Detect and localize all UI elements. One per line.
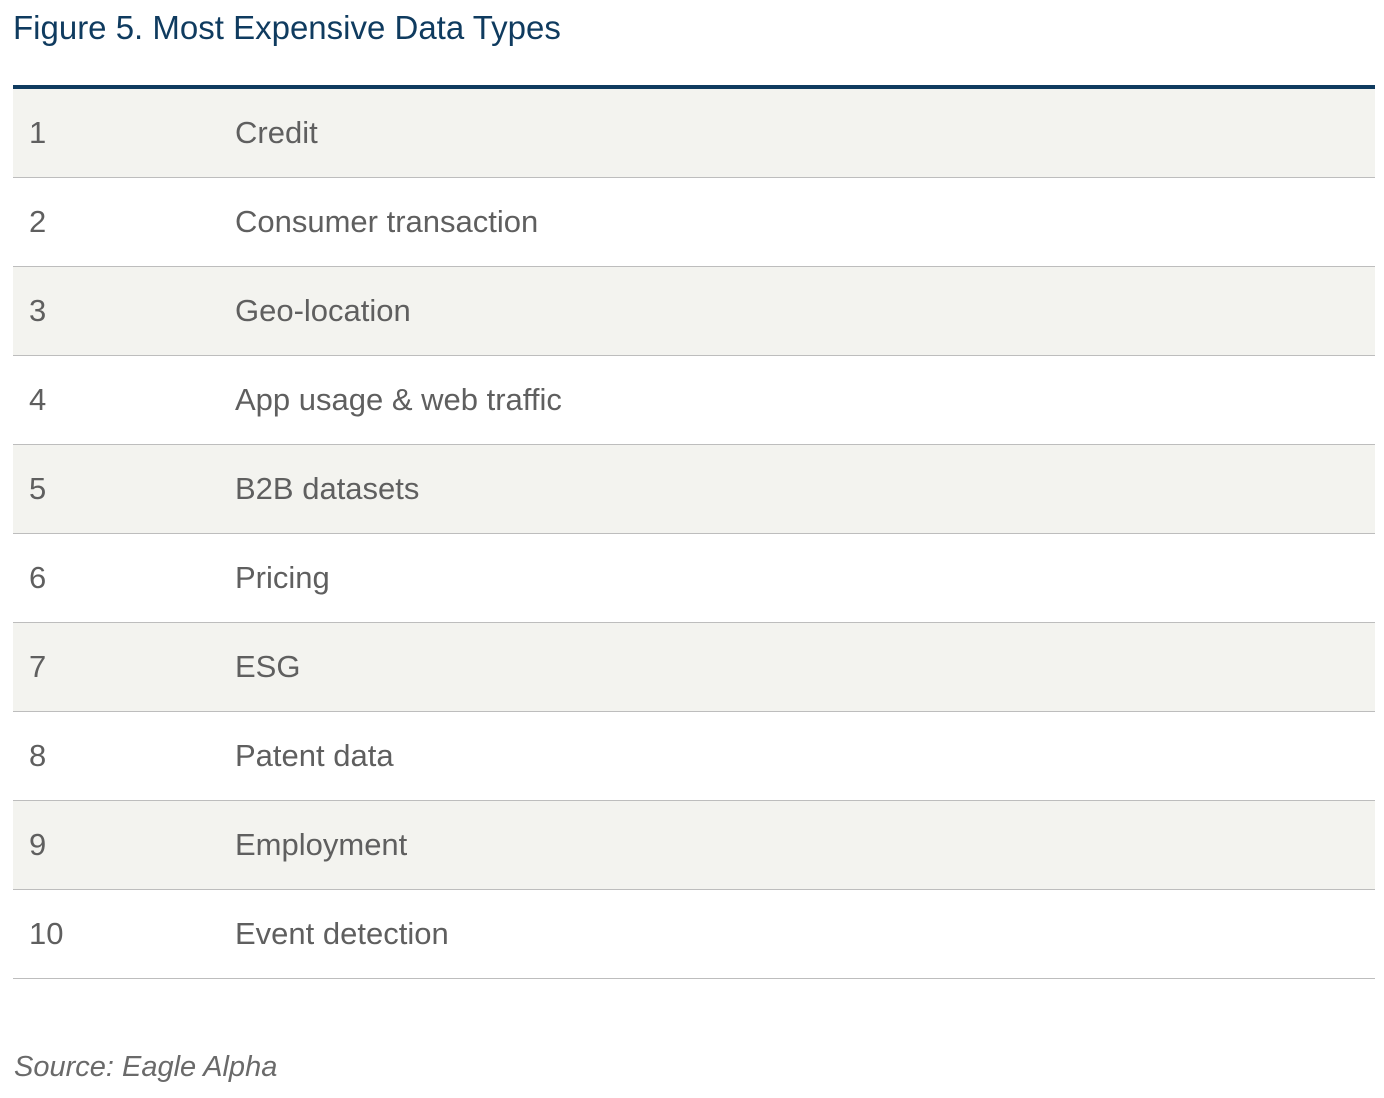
table-row: 4 App usage & web traffic [13, 355, 1375, 445]
rank-cell: 6 [13, 533, 235, 623]
data-type-cell: Patent data [235, 711, 1375, 801]
rank-cell: 3 [13, 266, 235, 356]
table-row: 2 Consumer transaction [13, 177, 1375, 267]
table-row: 1 Credit [13, 87, 1375, 178]
rank-cell: 9 [13, 800, 235, 890]
rank-cell: 2 [13, 177, 235, 267]
rank-cell: 1 [13, 87, 235, 178]
figure-title: Figure 5. Most Expensive Data Types [13, 9, 561, 46]
data-type-cell: Credit [235, 87, 1375, 178]
rank-cell: 10 [13, 889, 235, 979]
table-row: 10 Event detection [13, 889, 1375, 979]
data-type-cell: App usage & web traffic [235, 355, 1375, 445]
data-type-cell: ESG [235, 622, 1375, 712]
rank-cell: 7 [13, 622, 235, 712]
table-row: 9 Employment [13, 800, 1375, 890]
rank-cell: 4 [13, 355, 235, 445]
data-type-cell: Pricing [235, 533, 1375, 623]
data-type-cell: Employment [235, 800, 1375, 890]
table-row: 6 Pricing [13, 533, 1375, 623]
data-type-cell: Geo-location [235, 266, 1375, 356]
source-note: Source: Eagle Alpha [14, 1051, 278, 1083]
data-type-cell: Consumer transaction [235, 177, 1375, 267]
table-row: 7 ESG [13, 622, 1375, 712]
table-row: 3 Geo-location [13, 266, 1375, 356]
data-type-cell: B2B datasets [235, 444, 1375, 534]
rank-cell: 8 [13, 711, 235, 801]
data-types-table: 1 Credit 2 Consumer transaction 3 Geo-lo… [13, 85, 1375, 979]
rank-cell: 5 [13, 444, 235, 534]
data-type-cell: Event detection [235, 889, 1375, 979]
table-row: 8 Patent data [13, 711, 1375, 801]
table-row: 5 B2B datasets [13, 444, 1375, 534]
